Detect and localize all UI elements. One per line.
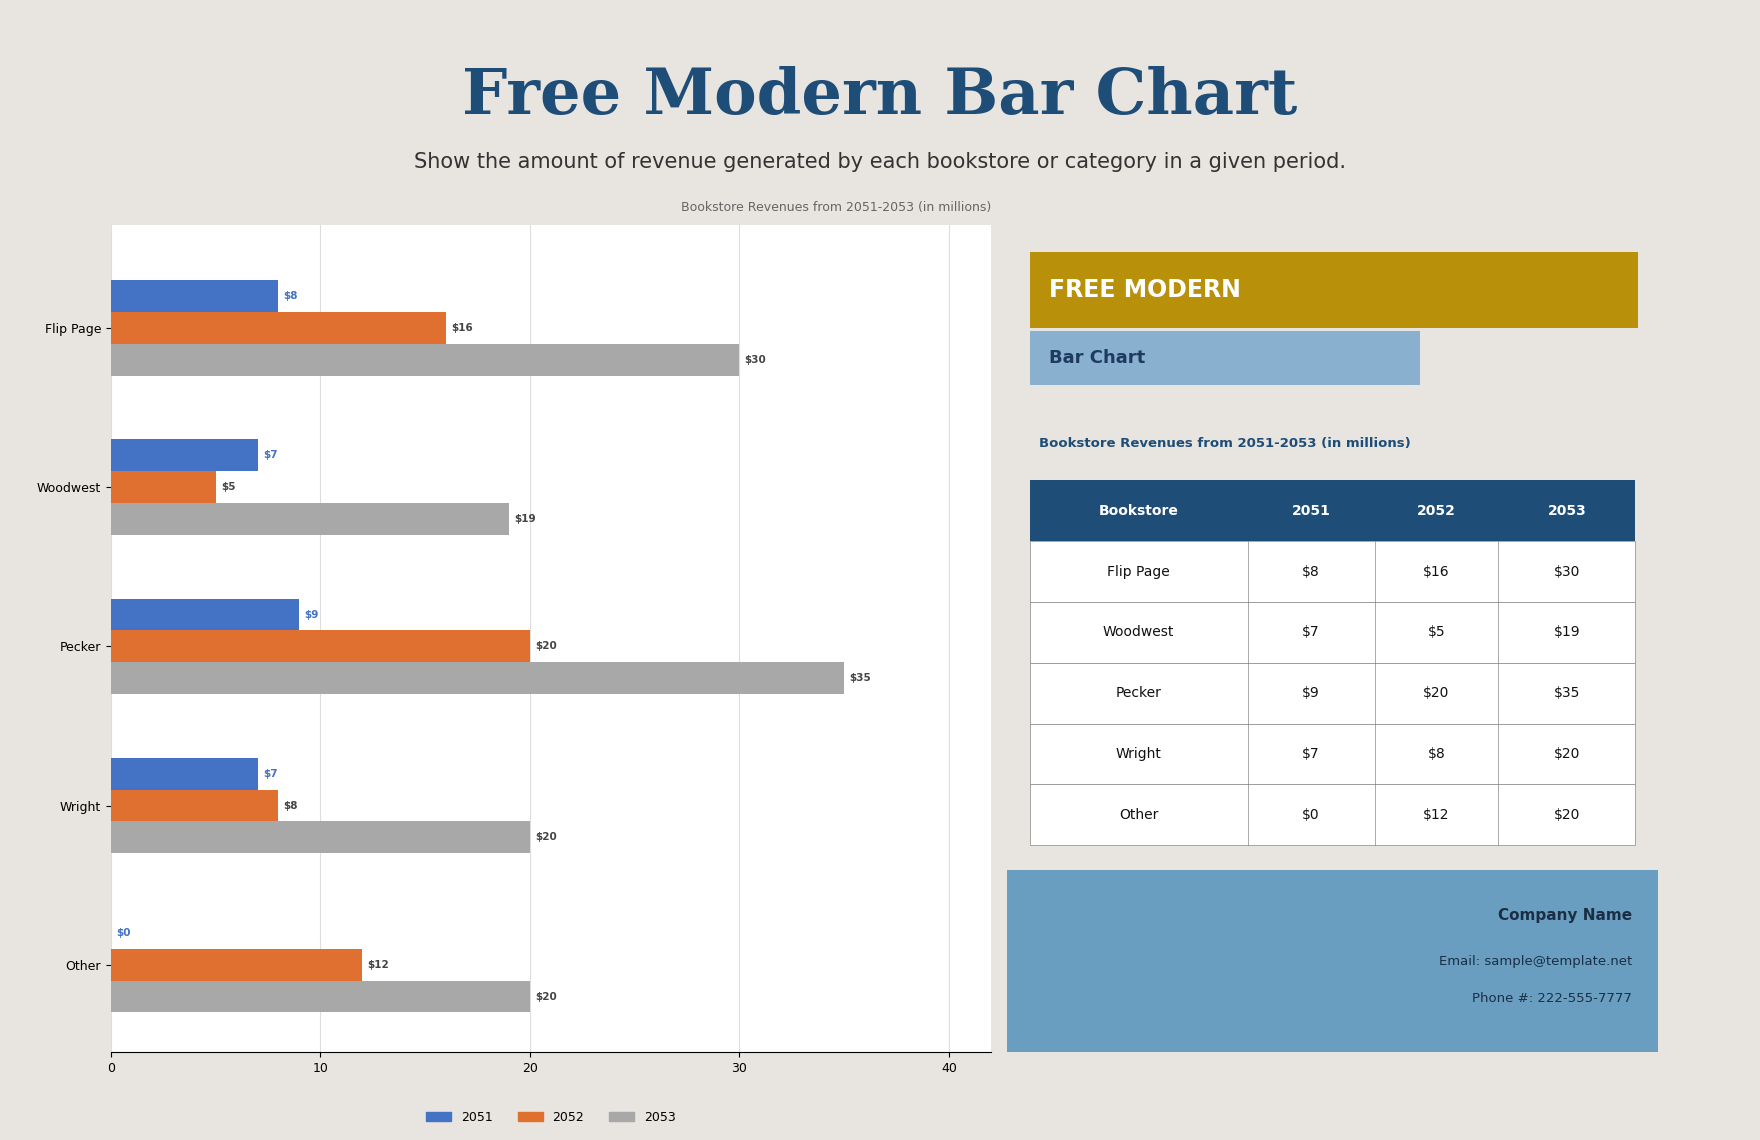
FancyBboxPatch shape: [1030, 602, 1635, 662]
FancyBboxPatch shape: [1030, 332, 1420, 385]
Text: 2053: 2053: [1547, 504, 1586, 518]
Text: $8: $8: [283, 800, 297, 811]
Bar: [111, 503, 509, 535]
Text: $20: $20: [1554, 747, 1580, 762]
Text: Free Modern Bar Chart: Free Modern Bar Chart: [463, 66, 1297, 128]
FancyBboxPatch shape: [1030, 784, 1635, 846]
Bar: [111, 980, 530, 1012]
Text: $20: $20: [535, 992, 556, 1002]
Text: $19: $19: [514, 514, 535, 524]
Text: Email: sample@template.net: Email: sample@template.net: [1438, 954, 1632, 968]
Text: $30: $30: [1554, 564, 1580, 579]
Bar: [111, 344, 739, 376]
Bar: [111, 439, 257, 471]
Text: $35: $35: [850, 674, 871, 683]
Bar: [111, 630, 530, 662]
Text: Flip Page: Flip Page: [1107, 564, 1170, 579]
Text: Show the amount of revenue generated by each bookstore or category in a given pe: Show the amount of revenue generated by …: [414, 152, 1346, 172]
Legend: 2051, 2052, 2053: 2051, 2052, 2053: [421, 1106, 681, 1129]
Text: 2052: 2052: [1417, 504, 1456, 518]
Text: Woodwest: Woodwest: [1104, 626, 1174, 640]
Bar: [111, 598, 299, 630]
Bar: [111, 758, 257, 790]
Text: Bar Chart: Bar Chart: [1049, 349, 1146, 367]
Text: $8: $8: [1427, 747, 1445, 762]
Text: Bookstore: Bookstore: [1098, 504, 1179, 518]
Text: $8: $8: [1302, 564, 1320, 579]
Text: Bookstore Revenues from 2051-2053 (in millions): Bookstore Revenues from 2051-2053 (in mi…: [681, 201, 991, 213]
Text: $20: $20: [535, 832, 556, 842]
Text: $0: $0: [1302, 808, 1320, 822]
Text: FREE MODERN: FREE MODERN: [1049, 278, 1241, 302]
Text: $12: $12: [368, 960, 389, 970]
Text: $5: $5: [1427, 626, 1445, 640]
Text: 2051: 2051: [1292, 504, 1331, 518]
Text: $7: $7: [1302, 747, 1320, 762]
Text: $12: $12: [1424, 808, 1450, 822]
Text: Bookstore Revenues from 2051-2053 (in millions): Bookstore Revenues from 2051-2053 (in mi…: [1038, 437, 1412, 449]
Bar: [111, 280, 278, 312]
FancyBboxPatch shape: [1030, 724, 1635, 784]
FancyBboxPatch shape: [1030, 252, 1639, 328]
Text: $19: $19: [1554, 626, 1580, 640]
Bar: [111, 471, 216, 503]
Text: $9: $9: [304, 610, 319, 619]
Bar: [111, 662, 845, 694]
Text: Pecker: Pecker: [1116, 686, 1162, 700]
Bar: [111, 312, 445, 344]
Text: $16: $16: [1424, 564, 1450, 579]
Text: $20: $20: [1554, 808, 1580, 822]
Bar: [111, 790, 278, 822]
Text: Phone #: 222-555-7777: Phone #: 222-555-7777: [1471, 992, 1632, 1005]
Bar: [111, 948, 363, 980]
Text: Company Name: Company Name: [1498, 909, 1632, 923]
Text: $7: $7: [262, 450, 278, 461]
Bar: [111, 822, 530, 853]
Text: $5: $5: [222, 482, 236, 492]
FancyBboxPatch shape: [1030, 542, 1635, 602]
Text: $0: $0: [116, 928, 130, 938]
FancyBboxPatch shape: [1030, 480, 1635, 542]
Text: $9: $9: [1302, 686, 1320, 700]
Text: $7: $7: [262, 768, 278, 779]
FancyBboxPatch shape: [1030, 662, 1635, 724]
Text: $35: $35: [1554, 686, 1580, 700]
Text: $8: $8: [283, 291, 297, 301]
Text: $20: $20: [1424, 686, 1450, 700]
Text: $20: $20: [535, 642, 556, 651]
FancyBboxPatch shape: [1007, 870, 1658, 1052]
Text: Wright: Wright: [1116, 747, 1162, 762]
Text: $30: $30: [744, 355, 766, 365]
Text: Other: Other: [1119, 808, 1158, 822]
Text: $7: $7: [1302, 626, 1320, 640]
Text: $16: $16: [451, 323, 473, 333]
